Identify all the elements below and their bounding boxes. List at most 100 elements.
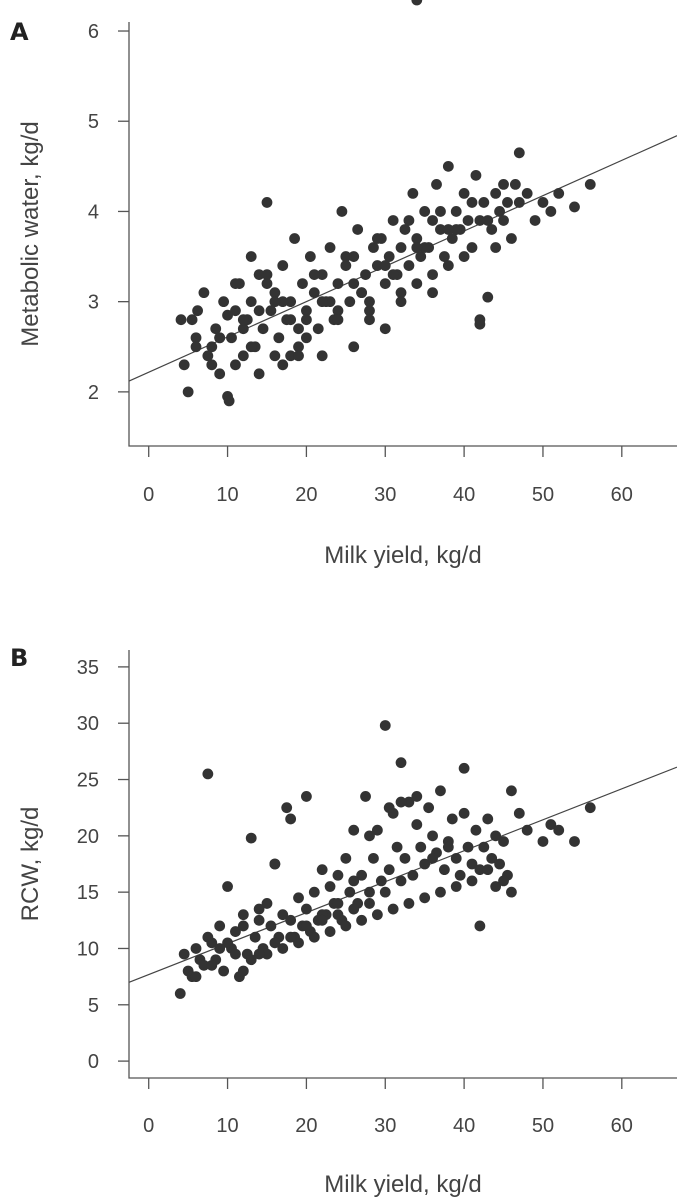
y-tick-label: 35 — [77, 657, 99, 679]
data-point — [364, 296, 375, 308]
data-point — [178, 948, 190, 960]
data-point — [368, 242, 379, 253]
data-point — [249, 931, 261, 943]
data-point — [324, 926, 336, 937]
data-point — [395, 296, 407, 308]
data-point — [490, 830, 502, 842]
data-point — [482, 215, 494, 226]
data-point — [210, 323, 222, 335]
data-point — [435, 785, 446, 797]
data-point — [293, 937, 304, 949]
data-point — [391, 841, 403, 853]
data-point — [269, 296, 281, 308]
y-tick-label: 20 — [77, 826, 99, 848]
data-point — [178, 359, 190, 371]
data-point — [237, 323, 249, 335]
data-point — [222, 937, 233, 949]
data-point — [348, 875, 360, 887]
data-point — [206, 937, 218, 949]
data-point — [438, 251, 450, 262]
data-point — [198, 959, 210, 971]
data-point — [360, 791, 371, 802]
data-point — [474, 864, 486, 876]
data-point — [301, 791, 312, 802]
data-point — [482, 813, 494, 825]
y-tick-label: 15 — [77, 882, 99, 904]
data-point — [407, 869, 419, 881]
data-point — [344, 886, 356, 898]
data-point — [494, 206, 505, 217]
data-point — [387, 269, 399, 280]
data-point — [419, 892, 431, 904]
data-point — [269, 287, 281, 299]
data-point — [383, 251, 395, 262]
x-tick-label: 10 — [216, 484, 238, 506]
data-point — [281, 802, 293, 814]
data-point — [383, 864, 395, 876]
data-point — [466, 858, 478, 870]
data-point — [466, 242, 478, 253]
data-point — [285, 314, 297, 326]
data-point — [214, 368, 226, 380]
y-tick-label: 25 — [77, 770, 99, 792]
data-point — [466, 875, 478, 887]
data-point — [360, 269, 371, 280]
data-point — [202, 768, 214, 780]
data-point — [584, 802, 596, 814]
data-point — [261, 898, 273, 909]
data-point — [435, 886, 446, 898]
data-point — [403, 215, 415, 226]
data-point — [454, 869, 466, 881]
data-point — [423, 802, 435, 814]
data-point — [214, 943, 226, 954]
x-tick-label: 30 — [374, 1115, 396, 1137]
data-point — [332, 909, 344, 921]
x-tick-label: 10 — [216, 1115, 238, 1137]
data-point — [301, 332, 312, 344]
data-point — [364, 830, 375, 842]
data-point — [553, 188, 565, 199]
data-point — [450, 206, 462, 217]
x-axis-title: Milk yield, kg/d — [324, 1171, 481, 1198]
data-point — [230, 926, 241, 937]
data-point — [312, 323, 324, 335]
data-point — [237, 350, 249, 362]
data-point — [222, 309, 233, 321]
data-point — [419, 206, 431, 217]
data-point — [379, 323, 391, 335]
data-point — [411, 242, 423, 253]
data-point — [356, 287, 368, 299]
data-point — [285, 813, 297, 825]
data-point — [482, 291, 494, 303]
data-point — [214, 920, 226, 932]
data-point — [316, 296, 328, 308]
data-point — [490, 242, 502, 253]
data-point — [364, 305, 375, 317]
data-point — [285, 914, 297, 926]
y-tick-label: 5 — [88, 995, 99, 1017]
data-point — [348, 251, 360, 262]
data-point — [261, 269, 273, 280]
y-axis-title: RCW, kg/d — [17, 807, 44, 922]
data-point — [206, 959, 218, 971]
data-point — [399, 224, 411, 235]
data-point — [395, 757, 407, 769]
data-point — [237, 965, 249, 977]
data-point — [230, 359, 241, 371]
data-point — [569, 201, 580, 213]
data-point — [387, 903, 399, 915]
data-point — [462, 841, 474, 853]
data-point — [277, 359, 289, 371]
data-point — [261, 278, 273, 290]
data-point — [269, 937, 281, 949]
data-point — [474, 314, 486, 326]
data-point — [237, 314, 249, 326]
data-point — [202, 350, 214, 362]
data-point — [253, 305, 265, 317]
data-point — [470, 824, 482, 836]
data-point — [474, 920, 486, 932]
data-point — [186, 314, 198, 326]
data-point — [261, 197, 273, 208]
data-point — [446, 813, 458, 825]
data-point — [458, 251, 470, 262]
